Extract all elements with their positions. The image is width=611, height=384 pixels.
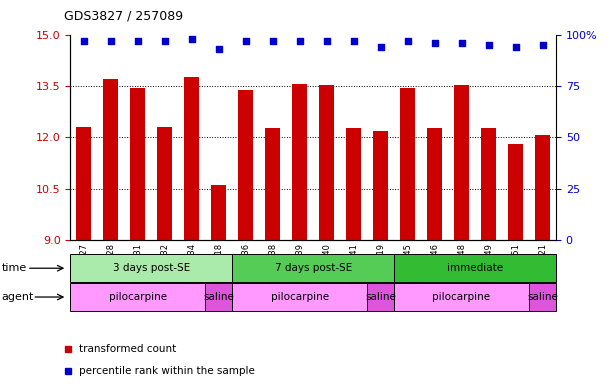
- Point: [456, 40, 466, 46]
- Text: 3 days post-SE: 3 days post-SE: [112, 263, 190, 273]
- Bar: [481, 128, 496, 240]
- Point: [349, 38, 359, 44]
- Point: [79, 38, 89, 44]
- Bar: [211, 185, 226, 240]
- Point: [511, 44, 521, 50]
- Text: agent: agent: [2, 292, 34, 302]
- Bar: [346, 128, 361, 240]
- Text: percentile rank within the sample: percentile rank within the sample: [79, 366, 255, 376]
- Point: [268, 38, 277, 44]
- Text: pilocarpine: pilocarpine: [433, 292, 491, 302]
- Text: 7 days post-SE: 7 days post-SE: [274, 263, 352, 273]
- Point: [106, 38, 115, 44]
- Point: [538, 42, 547, 48]
- Text: transformed count: transformed count: [79, 344, 177, 354]
- Bar: [185, 77, 199, 240]
- Point: [187, 36, 197, 42]
- Bar: [508, 144, 523, 240]
- Bar: [535, 134, 550, 240]
- Bar: [130, 88, 145, 240]
- Text: saline: saline: [365, 292, 396, 302]
- Bar: [454, 84, 469, 240]
- Text: pilocarpine: pilocarpine: [109, 292, 167, 302]
- Text: GDS3827 / 257089: GDS3827 / 257089: [64, 10, 183, 23]
- Point: [160, 38, 170, 44]
- Bar: [427, 128, 442, 240]
- Point: [322, 38, 332, 44]
- Point: [484, 42, 494, 48]
- Text: time: time: [2, 263, 27, 273]
- Bar: [103, 79, 118, 240]
- Bar: [292, 84, 307, 240]
- Point: [295, 38, 304, 44]
- Point: [133, 38, 142, 44]
- Text: immediate: immediate: [447, 263, 503, 273]
- Point: [241, 38, 251, 44]
- Point: [403, 38, 412, 44]
- Bar: [265, 128, 280, 240]
- Bar: [400, 88, 415, 240]
- Bar: [238, 90, 253, 240]
- Bar: [319, 85, 334, 240]
- Bar: [157, 127, 172, 240]
- Point: [430, 40, 439, 46]
- Bar: [76, 127, 91, 240]
- Text: pilocarpine: pilocarpine: [271, 292, 329, 302]
- Bar: [373, 131, 388, 240]
- Point: [376, 44, 386, 50]
- Point: [214, 46, 224, 52]
- Text: saline: saline: [527, 292, 558, 302]
- Text: saline: saline: [203, 292, 234, 302]
